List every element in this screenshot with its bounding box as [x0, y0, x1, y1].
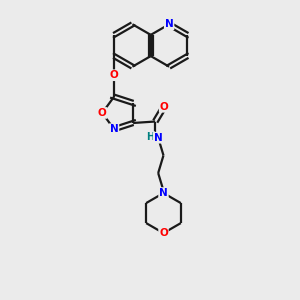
- Text: N: N: [159, 188, 168, 198]
- Text: O: O: [110, 70, 118, 80]
- Text: O: O: [98, 108, 106, 118]
- Text: N: N: [110, 124, 118, 134]
- Text: H: H: [146, 132, 154, 142]
- Text: N: N: [154, 133, 163, 143]
- Text: O: O: [159, 228, 168, 238]
- Text: O: O: [160, 102, 168, 112]
- Text: N: N: [165, 19, 173, 29]
